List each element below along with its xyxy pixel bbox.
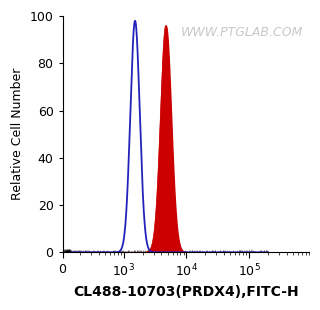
Y-axis label: Relative Cell Number: Relative Cell Number: [11, 68, 24, 200]
X-axis label: CL488-10703(PRDX4),FITC-H: CL488-10703(PRDX4),FITC-H: [73, 285, 299, 299]
Text: WWW.PTGLAB.COM: WWW.PTGLAB.COM: [181, 26, 304, 39]
